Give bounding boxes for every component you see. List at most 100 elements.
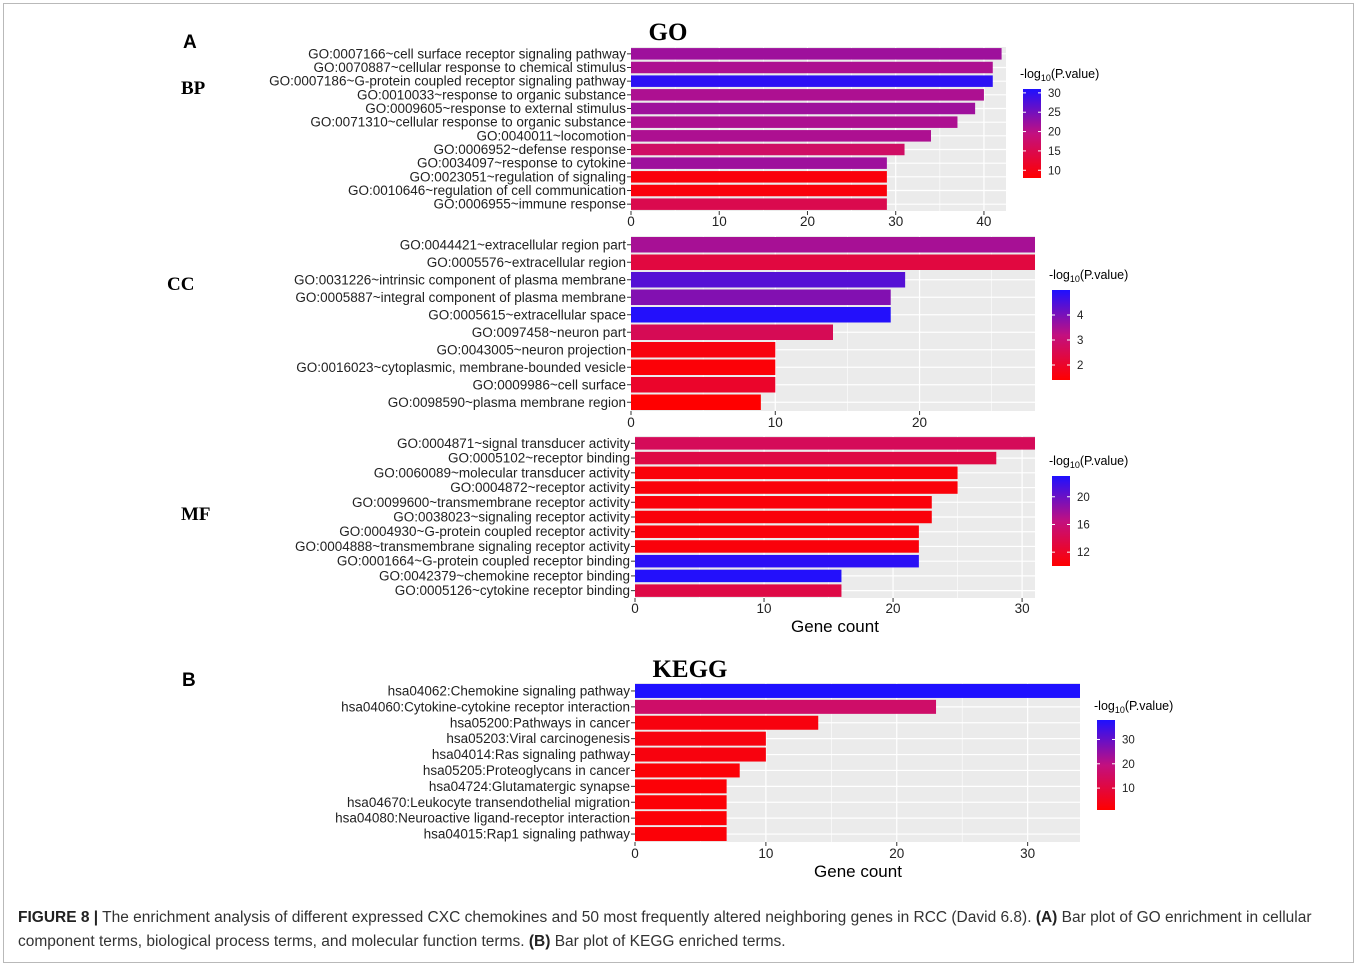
category-label-mf: GO:0004888~transmembrane signaling recep… (295, 539, 630, 554)
kegg-title: KEGG (652, 656, 727, 683)
bar-kegg (635, 715, 819, 730)
chart-mf: GO:0004871~signal transducer activity GO:… (295, 436, 1128, 616)
category-label-bp: GO:0009605~response to external stimulus (365, 101, 626, 116)
category-label-bp: GO:0007186~G-protein coupled receptor si… (269, 74, 626, 89)
category-label-kegg: hsa04724:Glutamatergic synapse (429, 779, 630, 794)
x-tick-label-kegg: 20 (889, 846, 904, 861)
category-label-bp: GO:0034097~response to cytokine (417, 156, 626, 171)
colorbar-tick-label-cc: 4 (1077, 310, 1084, 322)
x-tick-label-kegg: 30 (1020, 846, 1035, 861)
category-label-mf: GO:0004872~receptor activity (450, 480, 630, 495)
category-label-bp: GO:0070887~cellular response to chemical… (313, 60, 626, 75)
bar-bp (631, 171, 887, 183)
bar-kegg (635, 827, 727, 842)
bar-kegg (635, 779, 727, 794)
panel-label-a: A (183, 32, 197, 53)
category-label-cc: GO:0097458~neuron part (472, 325, 626, 340)
colorbar-tick-label-bp: 10 (1048, 165, 1061, 177)
colorbar-bp (1023, 89, 1041, 178)
bar-cc (631, 272, 906, 288)
legend-title-kegg: -log10(P.value) (1094, 699, 1173, 715)
bar-kegg (635, 763, 740, 778)
panel-label-b: B (182, 670, 196, 691)
x-tick-label-mf: 30 (1015, 601, 1030, 616)
bar-kegg (635, 811, 727, 826)
bar-bp (631, 61, 993, 74)
colorbar-tick-label-cc: 2 (1077, 360, 1083, 372)
category-label-cc: GO:0016023~cytoplasmic, membrane-bounded… (296, 360, 626, 375)
category-label-kegg: hsa04060:Cytokine-cytokine receptor inte… (341, 699, 630, 714)
bar-mf (635, 481, 958, 494)
category-label-mf: GO:0038023~signaling receptor activity (393, 510, 630, 525)
category-label-mf: GO:0004930~G-protein coupled receptor ac… (339, 524, 630, 539)
bar-mf (635, 584, 842, 597)
category-label-cc: GO:0098590~plasma membrane region (388, 395, 626, 410)
caption-text-1: The enrichment analysis of different exp… (98, 909, 1036, 926)
legend-title-cc: -log10(P.value) (1049, 268, 1128, 284)
bar-mf (635, 437, 1035, 450)
category-label-kegg: hsa04080:Neuroactive ligand-receptor int… (335, 811, 630, 826)
colorbar-tick-label-bp: 20 (1048, 127, 1061, 139)
category-label-kegg: hsa05200:Pathways in cancer (450, 715, 631, 730)
figure-frame (3, 3, 1354, 963)
kegg-xlabel: Gene count (814, 862, 902, 881)
category-label-mf: GO:0001664~G-protein coupled receptor bi… (337, 554, 630, 569)
x-tick-label-mf: 0 (631, 601, 639, 616)
category-label-bp: GO:0023051~regulation of signaling (409, 169, 626, 184)
colorbar-tick-label-bp: 25 (1048, 107, 1061, 119)
legend-title-bp: -log10(P.value) (1020, 67, 1099, 83)
category-label-cc: GO:0044421~extracellular region part (400, 237, 627, 252)
category-label-bp: GO:0071310~cellular response to organic … (310, 115, 626, 130)
x-tick-label-mf: 10 (757, 601, 772, 616)
bar-cc (631, 307, 891, 323)
chart-bp: GO:0007166~cell surface receptor signali… (269, 46, 1099, 229)
colorbar-tick-label-bp: 15 (1048, 146, 1061, 158)
x-tick-label-bp: 40 (976, 214, 991, 229)
x-tick-label-cc: 10 (768, 415, 783, 430)
x-tick-label-cc: 0 (627, 415, 635, 430)
category-label-cc: GO:0031226~intrinsic component of plasma… (294, 272, 626, 287)
colorbar-cc (1052, 290, 1070, 380)
category-label-bp: GO:0010646~regulation of cell communicat… (348, 183, 626, 198)
bar-mf (635, 554, 919, 568)
bar-cc (631, 237, 1035, 253)
category-label-kegg: hsa05203:Viral carcinogenesis (446, 731, 630, 746)
bar-mf (635, 569, 842, 583)
colorbar-tick-label-bp: 30 (1048, 88, 1061, 100)
colorbar-kegg (1097, 720, 1115, 810)
category-label-bp: GO:0006952~defense response (433, 142, 626, 157)
bar-cc (631, 324, 833, 340)
bar-mf (635, 525, 919, 538)
x-tick-label-mf: 20 (886, 601, 901, 616)
category-label-mf: GO:0004871~signal transducer activity (397, 436, 630, 451)
category-label-mf: GO:0042379~chemokine receptor binding (379, 568, 630, 583)
bar-mf (635, 466, 958, 480)
bar-kegg (635, 683, 1080, 698)
bar-kegg (635, 747, 766, 762)
caption-ref-b: (B) (528, 933, 551, 950)
bar-kegg (635, 699, 937, 714)
section-label-mf: MF (181, 504, 211, 525)
bar-bp (631, 89, 984, 101)
bar-mf (635, 510, 932, 524)
category-label-bp: GO:0040011~locomotion (477, 128, 626, 143)
chart-kegg: hsa04062:Chemokine signaling pathwayhsa0… (335, 683, 1173, 861)
x-tick-label-bp: 20 (800, 214, 815, 229)
bar-kegg (635, 795, 727, 810)
section-label-bp: BP (181, 78, 206, 99)
x-tick-label-bp: 10 (712, 214, 727, 229)
bar-cc (631, 377, 776, 393)
bar-cc (631, 359, 776, 375)
x-tick-label-bp: 0 (627, 214, 635, 229)
bar-kegg (635, 731, 766, 746)
colorbar-tick-label-mf: 16 (1077, 519, 1090, 531)
caption-label: FIGURE 8 | (18, 909, 99, 926)
category-label-cc: GO:0005887~integral component of plasma … (295, 290, 626, 305)
bar-bp (631, 198, 887, 210)
figure-caption: FIGURE 8 | The enrichment analysis of di… (18, 906, 1348, 954)
bar-bp (631, 75, 993, 87)
bar-bp (631, 130, 931, 142)
colorbar-tick-label-kegg: 30 (1122, 734, 1135, 746)
category-label-bp: GO:0006955~immune response (434, 197, 627, 212)
legend-title-mf: -log10(P.value) (1049, 454, 1128, 470)
